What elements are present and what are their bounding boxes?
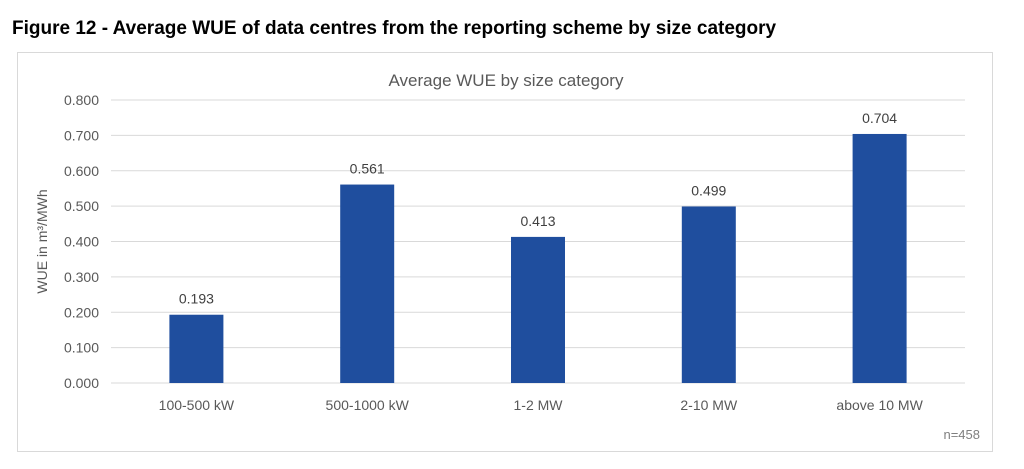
x-tick-label: 2-10 MW [680, 397, 738, 413]
bars [169, 133, 907, 383]
y-tick-label: 0.100 [64, 340, 99, 356]
data-labels: 0.193 0.561 0.413 0.499 0.704 [179, 110, 897, 307]
bar [340, 184, 395, 383]
x-tick-label: 500-1000 kW [326, 397, 410, 413]
figure-title: Figure 12 - Average WUE of data centres … [12, 18, 777, 39]
x-tick-label: above 10 MW [836, 397, 923, 413]
bar [681, 206, 736, 383]
data-label: 0.704 [862, 110, 897, 126]
bar [169, 314, 224, 383]
data-label: 0.413 [520, 213, 555, 229]
y-tick-label: 0.000 [64, 375, 99, 391]
y-tick-label: 0.800 [64, 92, 99, 108]
data-label: 0.561 [350, 161, 385, 177]
bar [511, 236, 565, 383]
sample-size-note: n=458 [943, 427, 980, 442]
x-tick-label: 100-500 kW [159, 397, 235, 413]
chart-title: Average WUE by size category [389, 71, 624, 90]
y-tick-label: 0.300 [64, 269, 99, 285]
chart-frame [17, 52, 993, 452]
y-tick-labels: 0.000 0.100 0.200 0.300 0.400 0.500 0.600 0.700… [64, 92, 99, 391]
x-tick-label: 1-2 MW [514, 397, 564, 413]
y-tick-label: 0.500 [64, 198, 99, 214]
data-label: 0.499 [691, 182, 726, 198]
y-tick-label: 0.600 [64, 163, 99, 179]
y-tick-label: 0.700 [64, 127, 99, 143]
y-tick-label: 0.200 [64, 304, 99, 320]
x-tick-labels: 100-500 kW 500-1000 kW 1-2 MW 2-10 MW above … [159, 397, 924, 413]
y-tick-label: 0.400 [64, 234, 99, 250]
y-axis-label: WUE in m³/MWh [34, 189, 50, 293]
bar [852, 133, 907, 383]
data-label: 0.193 [179, 291, 214, 307]
